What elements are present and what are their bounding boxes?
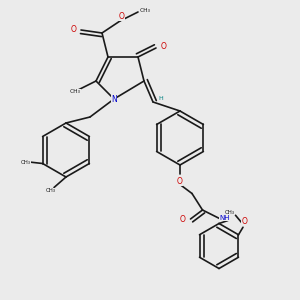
Text: O: O	[242, 217, 248, 226]
Text: O: O	[118, 12, 124, 21]
Text: CH₃: CH₃	[140, 8, 151, 13]
Text: O: O	[180, 214, 186, 224]
Text: CH₃: CH₃	[70, 89, 80, 94]
Text: CH₃: CH₃	[224, 210, 235, 215]
Text: N: N	[111, 94, 117, 103]
Text: CH₃: CH₃	[21, 160, 31, 164]
Text: NH: NH	[220, 214, 230, 220]
Text: O: O	[160, 42, 166, 51]
Text: O: O	[70, 26, 76, 34]
Text: H: H	[158, 97, 163, 101]
Text: O: O	[177, 177, 183, 186]
Text: CH₃: CH₃	[46, 188, 56, 193]
